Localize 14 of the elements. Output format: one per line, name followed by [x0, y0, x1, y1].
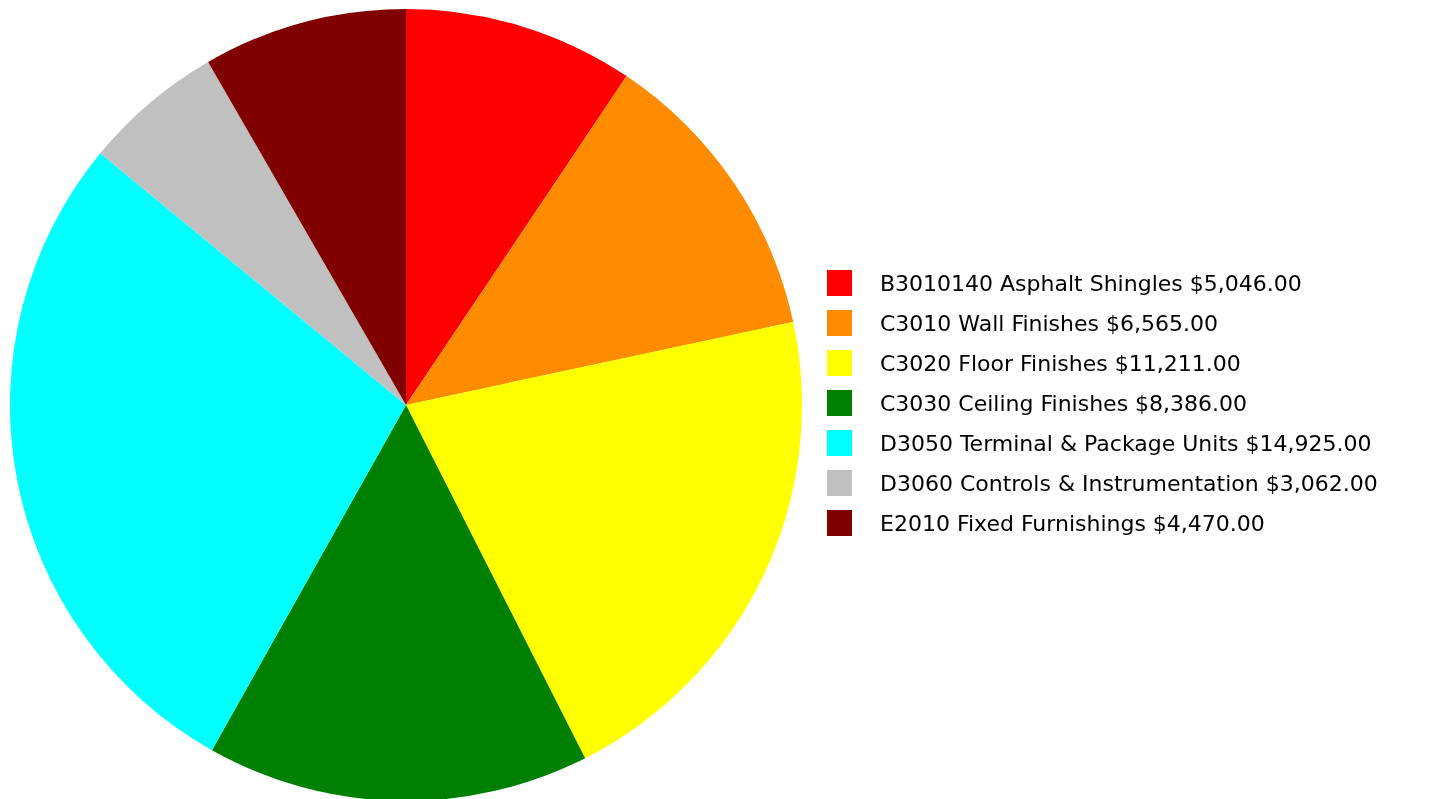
legend-label: B3010140 Asphalt Shingles $5,046.00 — [880, 270, 1302, 296]
legend-label: C3010 Wall Finishes $6,565.00 — [880, 310, 1218, 336]
pie-slice — [406, 76, 794, 405]
legend-label: E2010 Fixed Furnishings $4,470.00 — [880, 510, 1265, 536]
legend-label: C3030 Ceiling Finishes $8,386.00 — [880, 390, 1248, 416]
pie-slice — [100, 62, 406, 405]
pie-slice — [10, 153, 406, 751]
pie-slice — [211, 405, 586, 799]
legend-label: D3060 Controls & Instrumentation $3,062.00 — [880, 470, 1378, 496]
pie-slice — [406, 321, 802, 759]
legend-label: D3050 Terminal & Package Units $14,925.00 — [880, 430, 1372, 456]
pie-slice — [208, 9, 406, 405]
pie-slice — [406, 9, 627, 405]
legend-label: C3020 Floor Finishes $11,211.00 — [880, 350, 1241, 376]
